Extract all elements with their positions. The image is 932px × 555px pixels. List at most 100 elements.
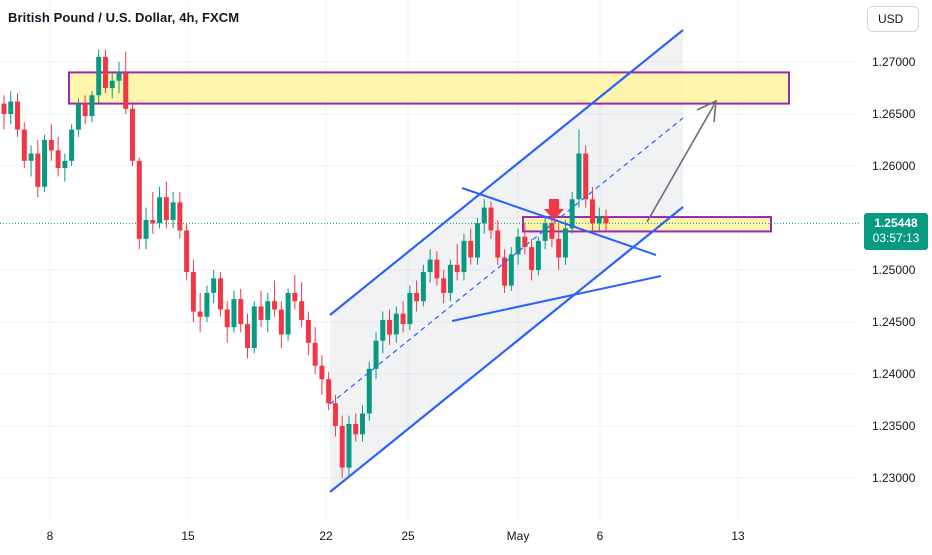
channel-upper-line xyxy=(329,29,684,316)
candle-body xyxy=(15,101,21,130)
candle-body xyxy=(468,240,474,258)
candle-body xyxy=(150,220,156,224)
price-axis[interactable]: 1.270001.265001.260001.255001.250001.245… xyxy=(872,55,916,485)
candle-body xyxy=(258,306,264,320)
time-tick-label: 22 xyxy=(319,529,333,543)
candle-body xyxy=(48,140,54,151)
candle-body xyxy=(42,140,48,187)
time-tick-label: 6 xyxy=(597,529,604,543)
candle-body xyxy=(21,129,27,161)
candle-body xyxy=(562,228,568,258)
candle-body xyxy=(82,103,88,117)
candle-body xyxy=(346,423,352,468)
last-price-badge: 1.25448 03:57:13 xyxy=(864,213,928,250)
candle-body xyxy=(190,272,196,312)
candle-body xyxy=(495,230,501,258)
candle-body xyxy=(434,259,440,279)
candle-body xyxy=(278,309,284,335)
candle-body xyxy=(231,299,237,328)
candle-body xyxy=(312,342,318,366)
candle-body xyxy=(393,313,399,335)
projection-arrow-head xyxy=(696,99,717,123)
candle-body xyxy=(339,426,345,468)
price-tick-label: 1.25000 xyxy=(872,263,916,277)
candle-body xyxy=(265,301,271,320)
price-tick-label: 1.23000 xyxy=(872,471,916,485)
candle-body xyxy=(522,236,528,248)
candle-body xyxy=(474,223,480,258)
price-tick-label: 1.24000 xyxy=(872,367,916,381)
candle-body xyxy=(441,278,447,293)
candle-body xyxy=(481,207,487,224)
candle-body xyxy=(556,238,562,258)
candle-body xyxy=(170,202,176,221)
candle-body xyxy=(542,223,548,241)
candle-body xyxy=(109,80,115,88)
candle-body xyxy=(305,319,311,343)
candle-body xyxy=(583,153,589,200)
candle-body xyxy=(8,101,14,114)
price-tick-label: 1.27000 xyxy=(872,55,916,69)
candle-body xyxy=(224,309,230,328)
candle-body xyxy=(177,202,183,231)
candle-body xyxy=(62,160,68,169)
candle-body xyxy=(197,311,203,317)
candle-body xyxy=(1,103,7,114)
candle-body xyxy=(123,72,129,109)
candle-body xyxy=(535,240,541,270)
candle-body xyxy=(326,379,332,404)
candle-body xyxy=(400,313,406,325)
candle-body xyxy=(102,56,108,88)
candle-body xyxy=(299,301,305,320)
price-tick-label: 1.26000 xyxy=(872,159,916,173)
candle-body xyxy=(549,223,555,239)
candle-body xyxy=(589,199,595,224)
time-tick-label: 8 xyxy=(47,529,54,543)
symbol-title[interactable]: British Pound / U.S. Dollar, 4h, FXCM xyxy=(8,10,240,25)
candle-body xyxy=(359,413,365,435)
candle-body xyxy=(143,220,149,239)
candle-body xyxy=(373,340,379,369)
candle-body xyxy=(407,292,413,325)
triangle-lower-line xyxy=(451,275,662,322)
projection-arrow-line xyxy=(646,104,715,223)
candle-body xyxy=(245,324,251,348)
candle-body xyxy=(55,150,61,169)
candle-body xyxy=(35,153,41,187)
channel-mid-line xyxy=(329,117,684,405)
price-tick-label: 1.23500 xyxy=(872,419,916,433)
candle-body xyxy=(89,95,95,117)
candle-body xyxy=(292,292,298,302)
candle-body xyxy=(447,264,453,293)
candle-body xyxy=(454,264,460,273)
candle-body xyxy=(204,292,210,317)
support-zone xyxy=(522,216,772,233)
candle-body xyxy=(130,108,136,161)
candle-body xyxy=(285,292,291,335)
candle-body xyxy=(96,56,102,96)
candle-body xyxy=(319,365,325,380)
candle-body xyxy=(163,197,169,221)
candle-body xyxy=(603,215,609,224)
candle-body xyxy=(251,306,257,348)
bar-countdown: 03:57:13 xyxy=(872,231,920,245)
candles xyxy=(1,49,609,478)
candle-body xyxy=(75,103,81,130)
candle-body xyxy=(461,240,467,273)
candle-body xyxy=(238,299,244,325)
candle-body xyxy=(508,254,514,286)
candle-body xyxy=(529,247,535,270)
candle-body xyxy=(427,259,433,273)
candle-body xyxy=(28,153,34,161)
currency-button[interactable]: USD xyxy=(867,6,919,32)
time-tick-label: 13 xyxy=(731,529,745,543)
candle-body xyxy=(272,301,278,310)
resistance-zone xyxy=(68,71,790,105)
time-tick-label: May xyxy=(507,529,530,543)
candle-body xyxy=(353,423,359,435)
candle-body xyxy=(596,215,602,224)
time-axis[interactable]: 8 15 22 25 May 6 13 xyxy=(47,529,745,543)
candle-body xyxy=(217,278,223,310)
